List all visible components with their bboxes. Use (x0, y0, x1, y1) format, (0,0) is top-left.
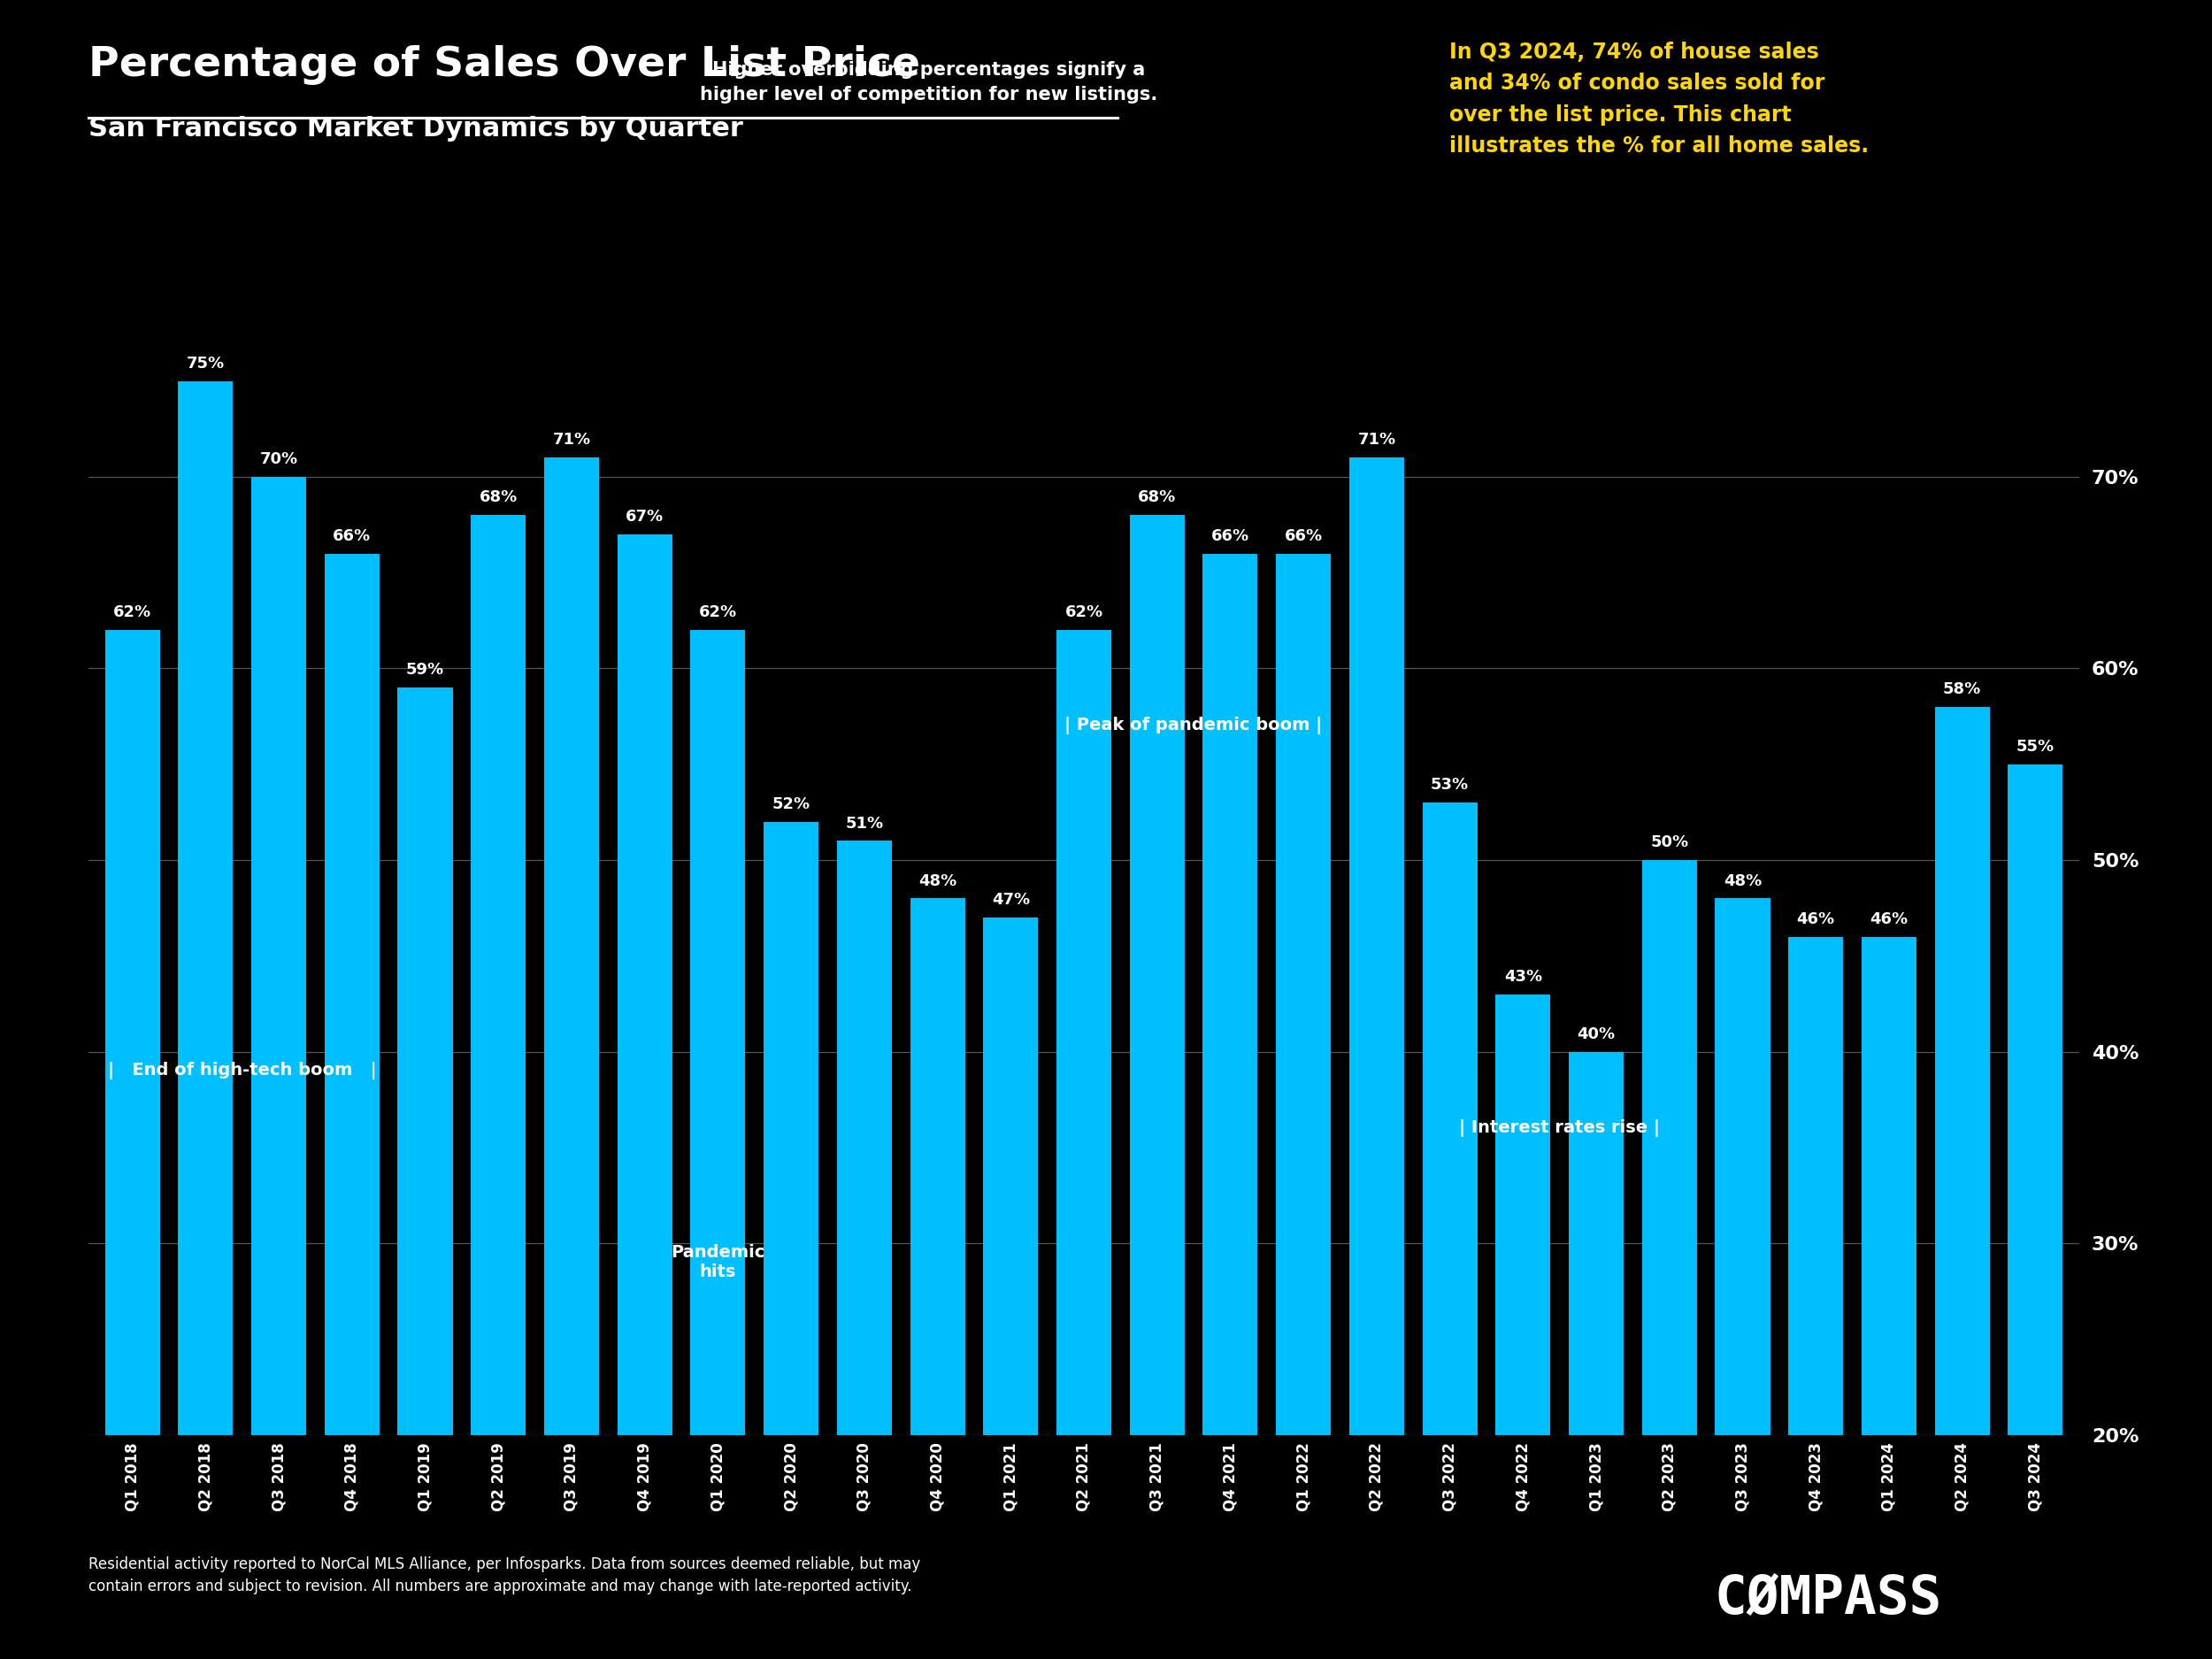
Text: Percentage of Sales Over List Price: Percentage of Sales Over List Price (88, 45, 920, 85)
Text: Pandemic
hits: Pandemic hits (670, 1244, 765, 1281)
Bar (104, 630, 159, 1435)
Text: 71%: 71% (553, 431, 591, 448)
Bar (1276, 554, 1332, 1435)
Bar (1203, 554, 1259, 1435)
Text: 46%: 46% (1796, 911, 1836, 927)
Text: 75%: 75% (186, 355, 226, 372)
Bar (179, 382, 232, 1435)
Bar (617, 534, 672, 1435)
Text: 68%: 68% (480, 489, 518, 506)
Text: 40%: 40% (1577, 1027, 1615, 1042)
Text: 55%: 55% (2017, 738, 2055, 755)
Bar (325, 554, 380, 1435)
Bar (1936, 707, 1989, 1435)
Text: 67%: 67% (626, 509, 664, 524)
Bar (1422, 803, 1478, 1435)
Text: 62%: 62% (1064, 604, 1104, 620)
Text: 62%: 62% (699, 604, 737, 620)
Text: 66%: 66% (1212, 528, 1250, 544)
Text: 52%: 52% (772, 796, 810, 813)
Bar (471, 516, 526, 1435)
Text: 70%: 70% (259, 451, 299, 468)
Bar (909, 899, 964, 1435)
Text: 46%: 46% (1869, 911, 1909, 927)
Text: 59%: 59% (407, 662, 445, 679)
Text: 48%: 48% (1723, 873, 1761, 889)
Bar (544, 458, 599, 1435)
Text: San Francisco Market Dynamics by Quarter: San Francisco Market Dynamics by Quarter (88, 116, 743, 141)
Text: Residential activity reported to NorCal MLS Alliance, per Infosparks. Data from : Residential activity reported to NorCal … (88, 1556, 920, 1594)
Bar (1057, 630, 1110, 1435)
Bar (1863, 937, 1916, 1435)
Text: 48%: 48% (918, 873, 956, 889)
Text: 68%: 68% (1137, 489, 1177, 506)
Text: 51%: 51% (845, 816, 883, 831)
Bar (1130, 516, 1183, 1435)
Bar (1787, 937, 1843, 1435)
Bar (252, 476, 305, 1435)
Text: 62%: 62% (113, 604, 150, 620)
Text: |   End of high-tech boom   |: | End of high-tech boom | (108, 1062, 376, 1080)
Text: 71%: 71% (1358, 431, 1396, 448)
Bar (984, 917, 1037, 1435)
Text: CØMPASS: CØMPASS (1714, 1573, 1942, 1624)
Text: | Peak of pandemic boom |: | Peak of pandemic boom | (1064, 717, 1323, 735)
Text: In Q3 2024, 74% of house sales
and 34% of condo sales sold for
over the list pri: In Q3 2024, 74% of house sales and 34% o… (1449, 41, 1869, 156)
Bar (2008, 765, 2064, 1435)
Bar (398, 687, 453, 1435)
Bar (763, 821, 818, 1435)
Text: 50%: 50% (1650, 834, 1688, 851)
Bar (690, 630, 745, 1435)
Text: 47%: 47% (991, 893, 1031, 907)
Bar (1714, 899, 1770, 1435)
Bar (1568, 1052, 1624, 1435)
Bar (836, 841, 891, 1435)
Bar (1349, 458, 1405, 1435)
Bar (1641, 859, 1697, 1435)
Text: | Interest rates rise |: | Interest rates rise | (1460, 1120, 1659, 1138)
Text: 53%: 53% (1431, 776, 1469, 793)
Text: 58%: 58% (1942, 682, 1982, 697)
Bar (1495, 994, 1551, 1435)
Text: 43%: 43% (1504, 969, 1542, 985)
Text: 66%: 66% (332, 528, 372, 544)
Text: Higher overbidding percentages signify a
higher level of competition for new lis: Higher overbidding percentages signify a… (701, 61, 1157, 105)
Text: 66%: 66% (1285, 528, 1323, 544)
